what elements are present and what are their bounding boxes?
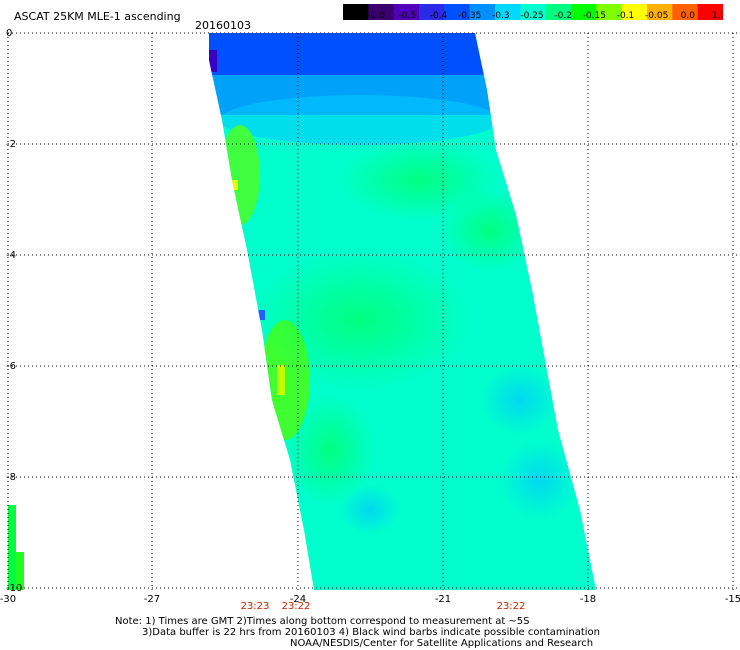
colorbar-labels: -3.0 -1.0 -0.5 -0.4 -0.35 -0.3 -0.25 -0.2 -0.15 -… <box>343 11 723 21</box>
colorbar-swatch <box>647 4 673 20</box>
y-tick-label: -4 <box>6 250 16 261</box>
time-labels: 23:23 23:22 23:22 <box>241 601 526 610</box>
colorbar-swatch <box>596 4 623 20</box>
colorbar-label: 1.0 <box>712 11 723 21</box>
map-date: 20160103 <box>195 19 251 32</box>
x-tick-label: -18 <box>580 594 596 605</box>
colorbar-label: -0.5 <box>399 11 417 21</box>
time-label: 23:23 <box>241 601 270 610</box>
colorbar-label: -1.0 <box>367 11 385 21</box>
colorbar-label: -0.05 <box>645 11 668 21</box>
y-tick-label: -10 <box>6 583 22 594</box>
note-line-1: Note: 1) Times are GMT 2)Times along bot… <box>115 616 530 627</box>
time-label: 23:22 <box>282 601 311 610</box>
time-label: 23:22 <box>497 601 526 610</box>
colorbar-swatch <box>393 4 420 20</box>
colorbar-label: -3.0 <box>343 11 354 21</box>
swath-map: -30 -27 -24 -21 -18 -15 0-2-4-6-8-10 23:23 23:… <box>0 28 740 610</box>
colorbar-swatch <box>545 4 572 20</box>
colorbar-swatch <box>495 4 521 20</box>
colorbar-swatch <box>469 4 496 20</box>
colorbar-swatch <box>368 4 395 20</box>
note-line-3: NOAA/NESDIS/Center for Satellite Applica… <box>290 638 594 649</box>
colorbar-label: -0.3 <box>492 11 510 21</box>
x-tick-label: -21 <box>435 594 451 605</box>
colorbar-swatch <box>520 4 547 20</box>
colorbar-label: 0.0 <box>681 11 696 21</box>
map-title: ASCAT 25KM MLE-1 ascending <box>14 10 181 23</box>
colorbar-label: -0.35 <box>458 11 481 21</box>
note-line-2: 3)Data buffer is 22 hrs from 20160103 4)… <box>142 627 600 638</box>
swath <box>209 33 596 590</box>
x-tick-label: -30 <box>0 594 16 605</box>
x-tick-label: -15 <box>725 594 740 605</box>
colorbar-swatch <box>343 4 369 20</box>
colorbar-label: -0.15 <box>583 11 606 21</box>
grid-lines <box>7 32 740 590</box>
y-tick-label: -8 <box>6 472 16 483</box>
colorbar-swatch <box>444 4 471 20</box>
x-tick-label: -24 <box>290 594 306 605</box>
colorbar-swatch <box>571 4 597 20</box>
colorbar: -3.0 -1.0 -0.5 -0.4 -0.35 -0.3 -0.25 -0.2 -0.15 -… <box>343 4 723 21</box>
colorbar-label: -0.2 <box>554 11 572 21</box>
colorbar-swatch <box>621 4 648 20</box>
y-tick-label: -2 <box>6 139 16 150</box>
colorbar-label: -0.1 <box>617 11 635 21</box>
land-fragment <box>8 505 24 590</box>
colorbar-swatch <box>419 4 445 20</box>
colorbar-swatch <box>672 4 699 20</box>
x-tick-label: -27 <box>144 594 160 605</box>
colorbar-label: -0.25 <box>520 11 543 21</box>
x-tick-labels: -30 -27 -24 -21 -18 -15 <box>0 594 740 605</box>
colorbar-swatches <box>343 4 723 20</box>
colorbar-swatch <box>697 4 723 20</box>
colorbar-label: -0.4 <box>430 11 448 21</box>
y-tick-labels: 0 -2 -4 -6 -8 -10 <box>6 28 22 594</box>
y-tick-label: -6 <box>6 361 16 372</box>
y-tick-label: 0 <box>6 28 12 39</box>
